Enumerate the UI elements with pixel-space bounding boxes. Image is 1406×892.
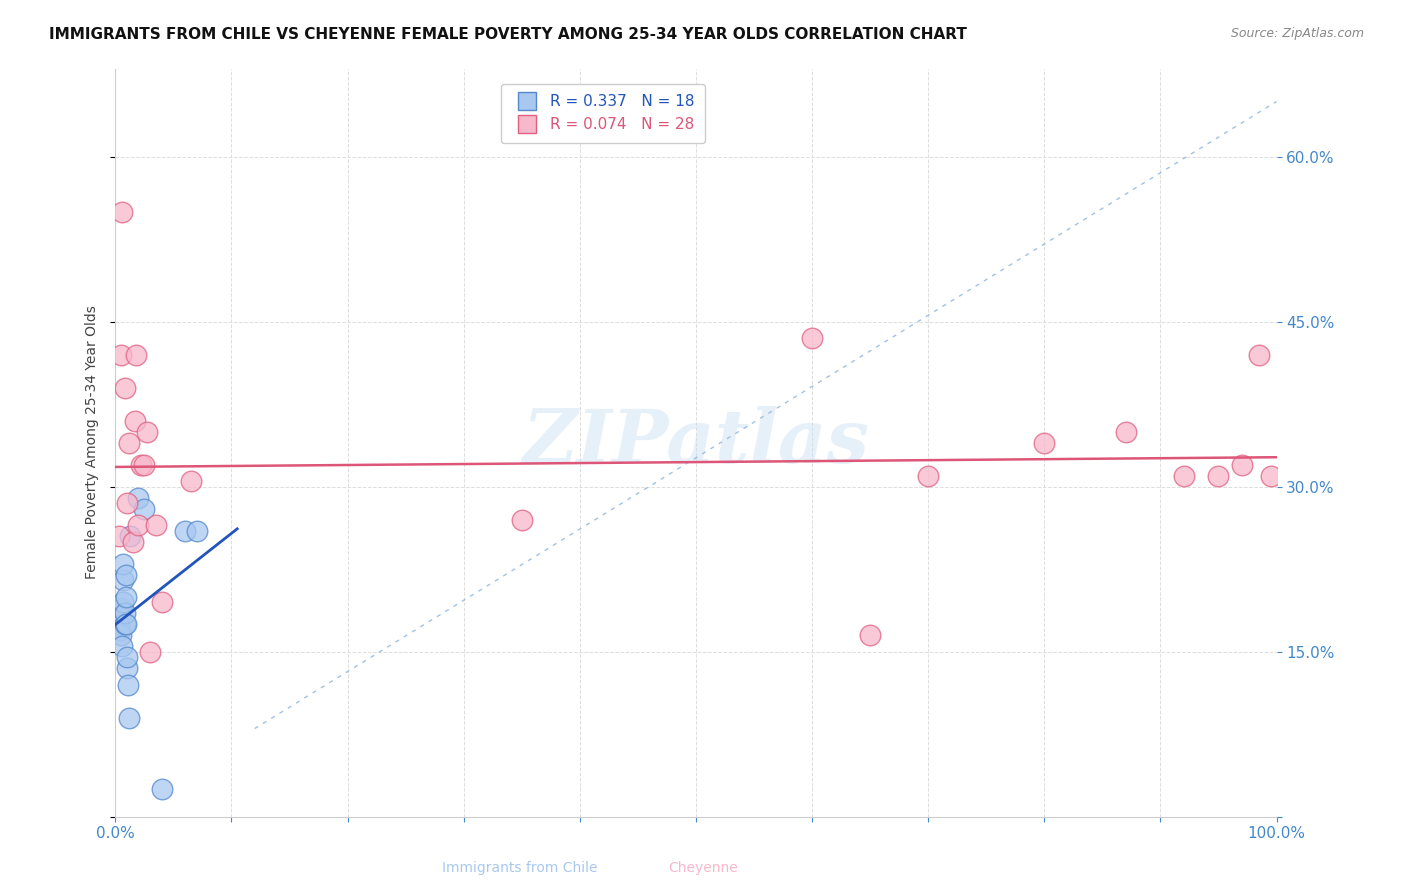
Point <box>115 661 138 675</box>
Text: IMMIGRANTS FROM CHILE VS CHEYENNE FEMALE POVERTY AMONG 25-34 YEAR OLDS CORRELATI: IMMIGRANTS FROM CHILE VS CHEYENNE FEMALE… <box>49 27 967 42</box>
Point <box>139 644 162 658</box>
Point <box>174 524 197 538</box>
Point <box>180 474 202 488</box>
Point <box>917 468 939 483</box>
Point <box>114 617 136 632</box>
Text: ZIPatlas: ZIPatlas <box>523 407 869 479</box>
Point <box>1230 458 1253 472</box>
Point <box>114 567 136 582</box>
Point <box>1115 425 1137 439</box>
Point <box>120 529 142 543</box>
Point <box>1173 468 1195 483</box>
Legend: R = 0.337   N = 18, R = 0.074   N = 28: R = 0.337 N = 18, R = 0.074 N = 28 <box>501 84 704 143</box>
Point <box>114 380 136 394</box>
Y-axis label: Female Poverty Among 25-34 Year Olds: Female Poverty Among 25-34 Year Olds <box>86 306 100 580</box>
Point <box>115 496 138 510</box>
Point <box>124 413 146 427</box>
Point <box>118 435 141 450</box>
Point <box>1208 468 1230 483</box>
Point <box>135 425 157 439</box>
Point <box>801 331 824 345</box>
Point <box>114 617 136 632</box>
Point <box>134 501 156 516</box>
Point <box>128 518 150 533</box>
Point <box>145 518 167 533</box>
Point <box>112 573 135 587</box>
Point <box>114 590 136 604</box>
Point <box>129 458 152 472</box>
Point <box>510 512 533 526</box>
Text: Cheyenne: Cheyenne <box>668 862 738 875</box>
Point <box>150 595 173 609</box>
Point <box>1260 468 1282 483</box>
Point <box>125 347 148 361</box>
Point <box>107 529 129 543</box>
Point <box>111 639 134 653</box>
Point <box>108 623 131 637</box>
Point <box>107 617 129 632</box>
Point <box>121 534 143 549</box>
Point <box>134 458 156 472</box>
Point <box>115 650 138 665</box>
Point <box>114 606 136 620</box>
Point <box>117 677 139 691</box>
Text: Source: ZipAtlas.com: Source: ZipAtlas.com <box>1230 27 1364 40</box>
Text: Immigrants from Chile: Immigrants from Chile <box>443 862 598 875</box>
Point <box>1249 347 1271 361</box>
Point <box>186 524 208 538</box>
Point <box>110 600 132 615</box>
Point <box>111 204 134 219</box>
Point <box>1033 435 1056 450</box>
Point <box>110 628 132 642</box>
Point <box>128 491 150 505</box>
Point <box>112 557 135 571</box>
Point <box>859 628 882 642</box>
Point <box>150 782 173 797</box>
Point <box>118 710 141 724</box>
Point <box>110 347 132 361</box>
Point <box>112 595 135 609</box>
